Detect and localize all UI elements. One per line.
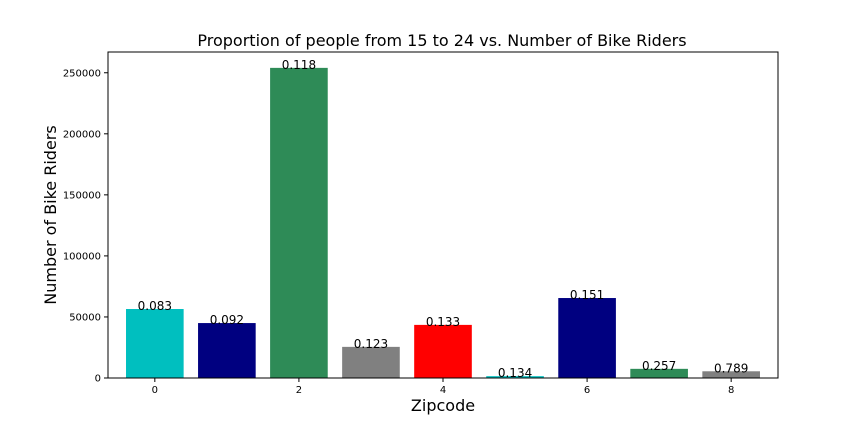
x-tick-label-4: 4 <box>440 385 446 396</box>
bar-6 <box>558 298 616 378</box>
bar-0 <box>126 309 184 378</box>
y-tick-label-50000: 50000 <box>69 312 101 323</box>
x-axis-label: Zipcode <box>411 396 475 415</box>
x-tick-label-6: 6 <box>584 385 590 396</box>
y-axis-label: Number of Bike Riders <box>41 125 60 304</box>
y-tick-label-0: 0 <box>95 374 101 385</box>
bar-value-label-6: 0.151 <box>570 288 604 302</box>
bar-4 <box>414 324 472 378</box>
bar-value-label-3: 0.123 <box>354 337 388 351</box>
bar-value-label-8: 0.789 <box>714 361 748 375</box>
bar-value-label-0: 0.083 <box>138 299 172 313</box>
bar-7 <box>630 368 688 378</box>
y-axis: 0 50000 100000 150000 200000 250000 <box>63 68 108 385</box>
bar-2 <box>270 67 328 379</box>
bar-value-label-7: 0.257 <box>642 359 676 373</box>
bar-5 <box>486 376 544 378</box>
x-tick-label-2: 2 <box>296 385 302 396</box>
x-axis: 0 2 4 6 8 <box>152 378 734 396</box>
bar-8 <box>702 371 760 378</box>
chart-title: Proportion of people from 15 to 24 vs. N… <box>197 31 686 50</box>
bar-3 <box>342 346 400 378</box>
y-tick-label-250000: 250000 <box>63 68 101 79</box>
y-tick-label-150000: 150000 <box>63 190 101 201</box>
x-tick-label-8: 8 <box>728 385 734 396</box>
bar-value-label-2: 0.118 <box>282 58 316 72</box>
y-tick-label-100000: 100000 <box>63 251 101 262</box>
data-labels-group: 0.083 0.092 0.118 0.123 0.133 0.134 0.151 0.257… <box>138 58 749 380</box>
bars-group <box>126 67 760 379</box>
bar-1 <box>198 323 256 378</box>
bar-value-label-4: 0.133 <box>426 315 460 329</box>
bar-value-label-5: 0.134 <box>498 366 532 380</box>
bar-value-label-1: 0.092 <box>210 313 244 327</box>
x-tick-label-0: 0 <box>152 385 158 396</box>
y-tick-label-200000: 200000 <box>63 129 101 140</box>
